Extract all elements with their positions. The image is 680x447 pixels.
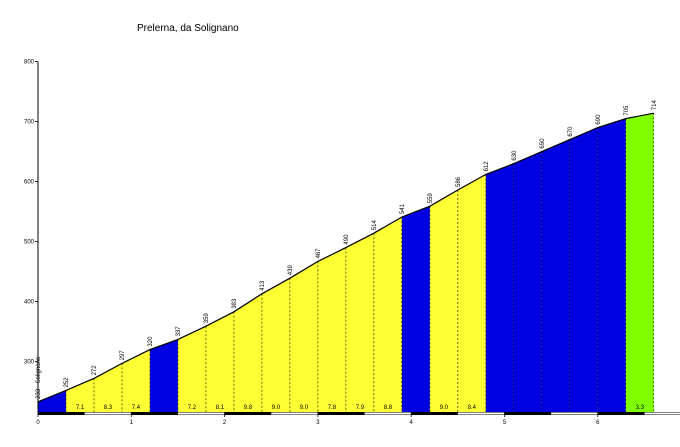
y-tick-label: 400 [24,300,35,306]
profile-segment [373,217,402,412]
elevation-label: 383 [232,298,238,309]
gradient-label: 7.1 [76,405,85,411]
x-axis-band [364,412,412,415]
elevation-label: 630 [512,150,518,161]
elevation-label: 714 [652,100,658,111]
elevation-label: 690 [596,114,602,125]
y-tick-label: 700 [24,120,35,126]
gradient-label: 3.3 [636,405,645,411]
x-tick-label: 3 [316,420,320,426]
elevation-label: 670 [568,126,574,137]
elevation-label: 359 [204,313,210,324]
profile-segment [625,113,654,412]
profile-segment [177,326,206,412]
profile-segment [513,151,542,412]
profile-segment [485,163,514,412]
labels-layer: 233 - Solignano 252 272 297 320 337 359 383 413 4… [36,100,658,411]
profile-segment [317,247,346,412]
gradient-label: 9.8 [244,405,253,411]
gradient-label: 8.3 [104,405,113,411]
gradient-label: 8.8 [384,405,393,411]
elevation-label: 541 [400,203,406,214]
y-tick-label: 300 [24,360,35,366]
elevation-label: 586 [456,176,462,187]
gradient-label: 7.2 [188,405,197,411]
elevation-label: 490 [344,234,350,245]
profile-segment [345,233,374,412]
axes-layer: 300 400 500 600 700 800 0 1 2 3 4 5 6 [24,60,680,426]
elevation-label: 650 [540,138,546,149]
elevation-label: 320 [148,336,154,347]
elevation-label: 467 [316,248,322,259]
x-axis-band [457,412,505,415]
profile-line [37,112,654,403]
gradient-label: 7.9 [356,405,365,411]
y-tick-label: 800 [24,60,35,66]
elevation-label: 439 [288,265,294,276]
y-tick-label: 500 [24,240,35,246]
gradient-label: 9.0 [300,405,309,411]
elevation-label: 297 [120,350,126,361]
profile-segment [401,206,430,412]
gradient-label: 7.4 [132,405,141,411]
x-tick-label: 1 [130,420,134,426]
elevation-label: 337 [176,326,182,337]
gradient-label: 8.1 [216,405,225,411]
elevation-label: 559 [428,193,434,204]
dividers-layer [65,113,655,412]
x-tick-label: 5 [503,420,507,426]
elevation-label: 612 [484,161,490,172]
gradient-label: 7.8 [328,405,337,411]
profile-segment [149,339,178,412]
outline-layer [37,112,654,403]
profile-segment [233,293,262,412]
elevation-label: 514 [372,220,378,231]
profile-segment [541,139,570,412]
x-axis-band [271,412,318,415]
segments-layer [38,113,654,412]
x-tick-label: 4 [410,420,414,426]
profile-segment [569,127,598,412]
profile-segment [429,190,458,412]
chart-title: Prelerna, da Solignano [137,23,239,34]
x-axis-band [84,412,132,415]
elevation-label: 252 [64,377,70,388]
profile-segment [457,174,486,412]
elevation-label: 705 [624,105,630,116]
gradient-label: 8.4 [468,405,477,411]
elevation-label: 413 [260,280,266,291]
profile-segment [289,261,318,412]
x-tick-label: 6 [596,420,600,426]
y-tick-label: 600 [24,180,35,186]
profile-segment [93,363,122,412]
x-tick-label: 0 [36,420,40,426]
x-axis [38,412,680,415]
x-axis-band [177,412,225,415]
profile-segment [121,349,150,412]
profile-segment [597,118,626,412]
elevation-label: 233 - Solignano [36,356,42,399]
x-axis-band [551,412,598,415]
elevation-label: 272 [92,365,98,376]
gradient-label: 9.0 [272,405,281,411]
profile-segment [261,278,290,412]
x-tick-label: 2 [223,420,227,426]
gradient-label: 9.0 [440,405,449,411]
profile-segment [65,378,94,412]
profile-segment [38,390,66,412]
profile-segment [205,311,234,412]
x-axis-band [644,412,680,415]
